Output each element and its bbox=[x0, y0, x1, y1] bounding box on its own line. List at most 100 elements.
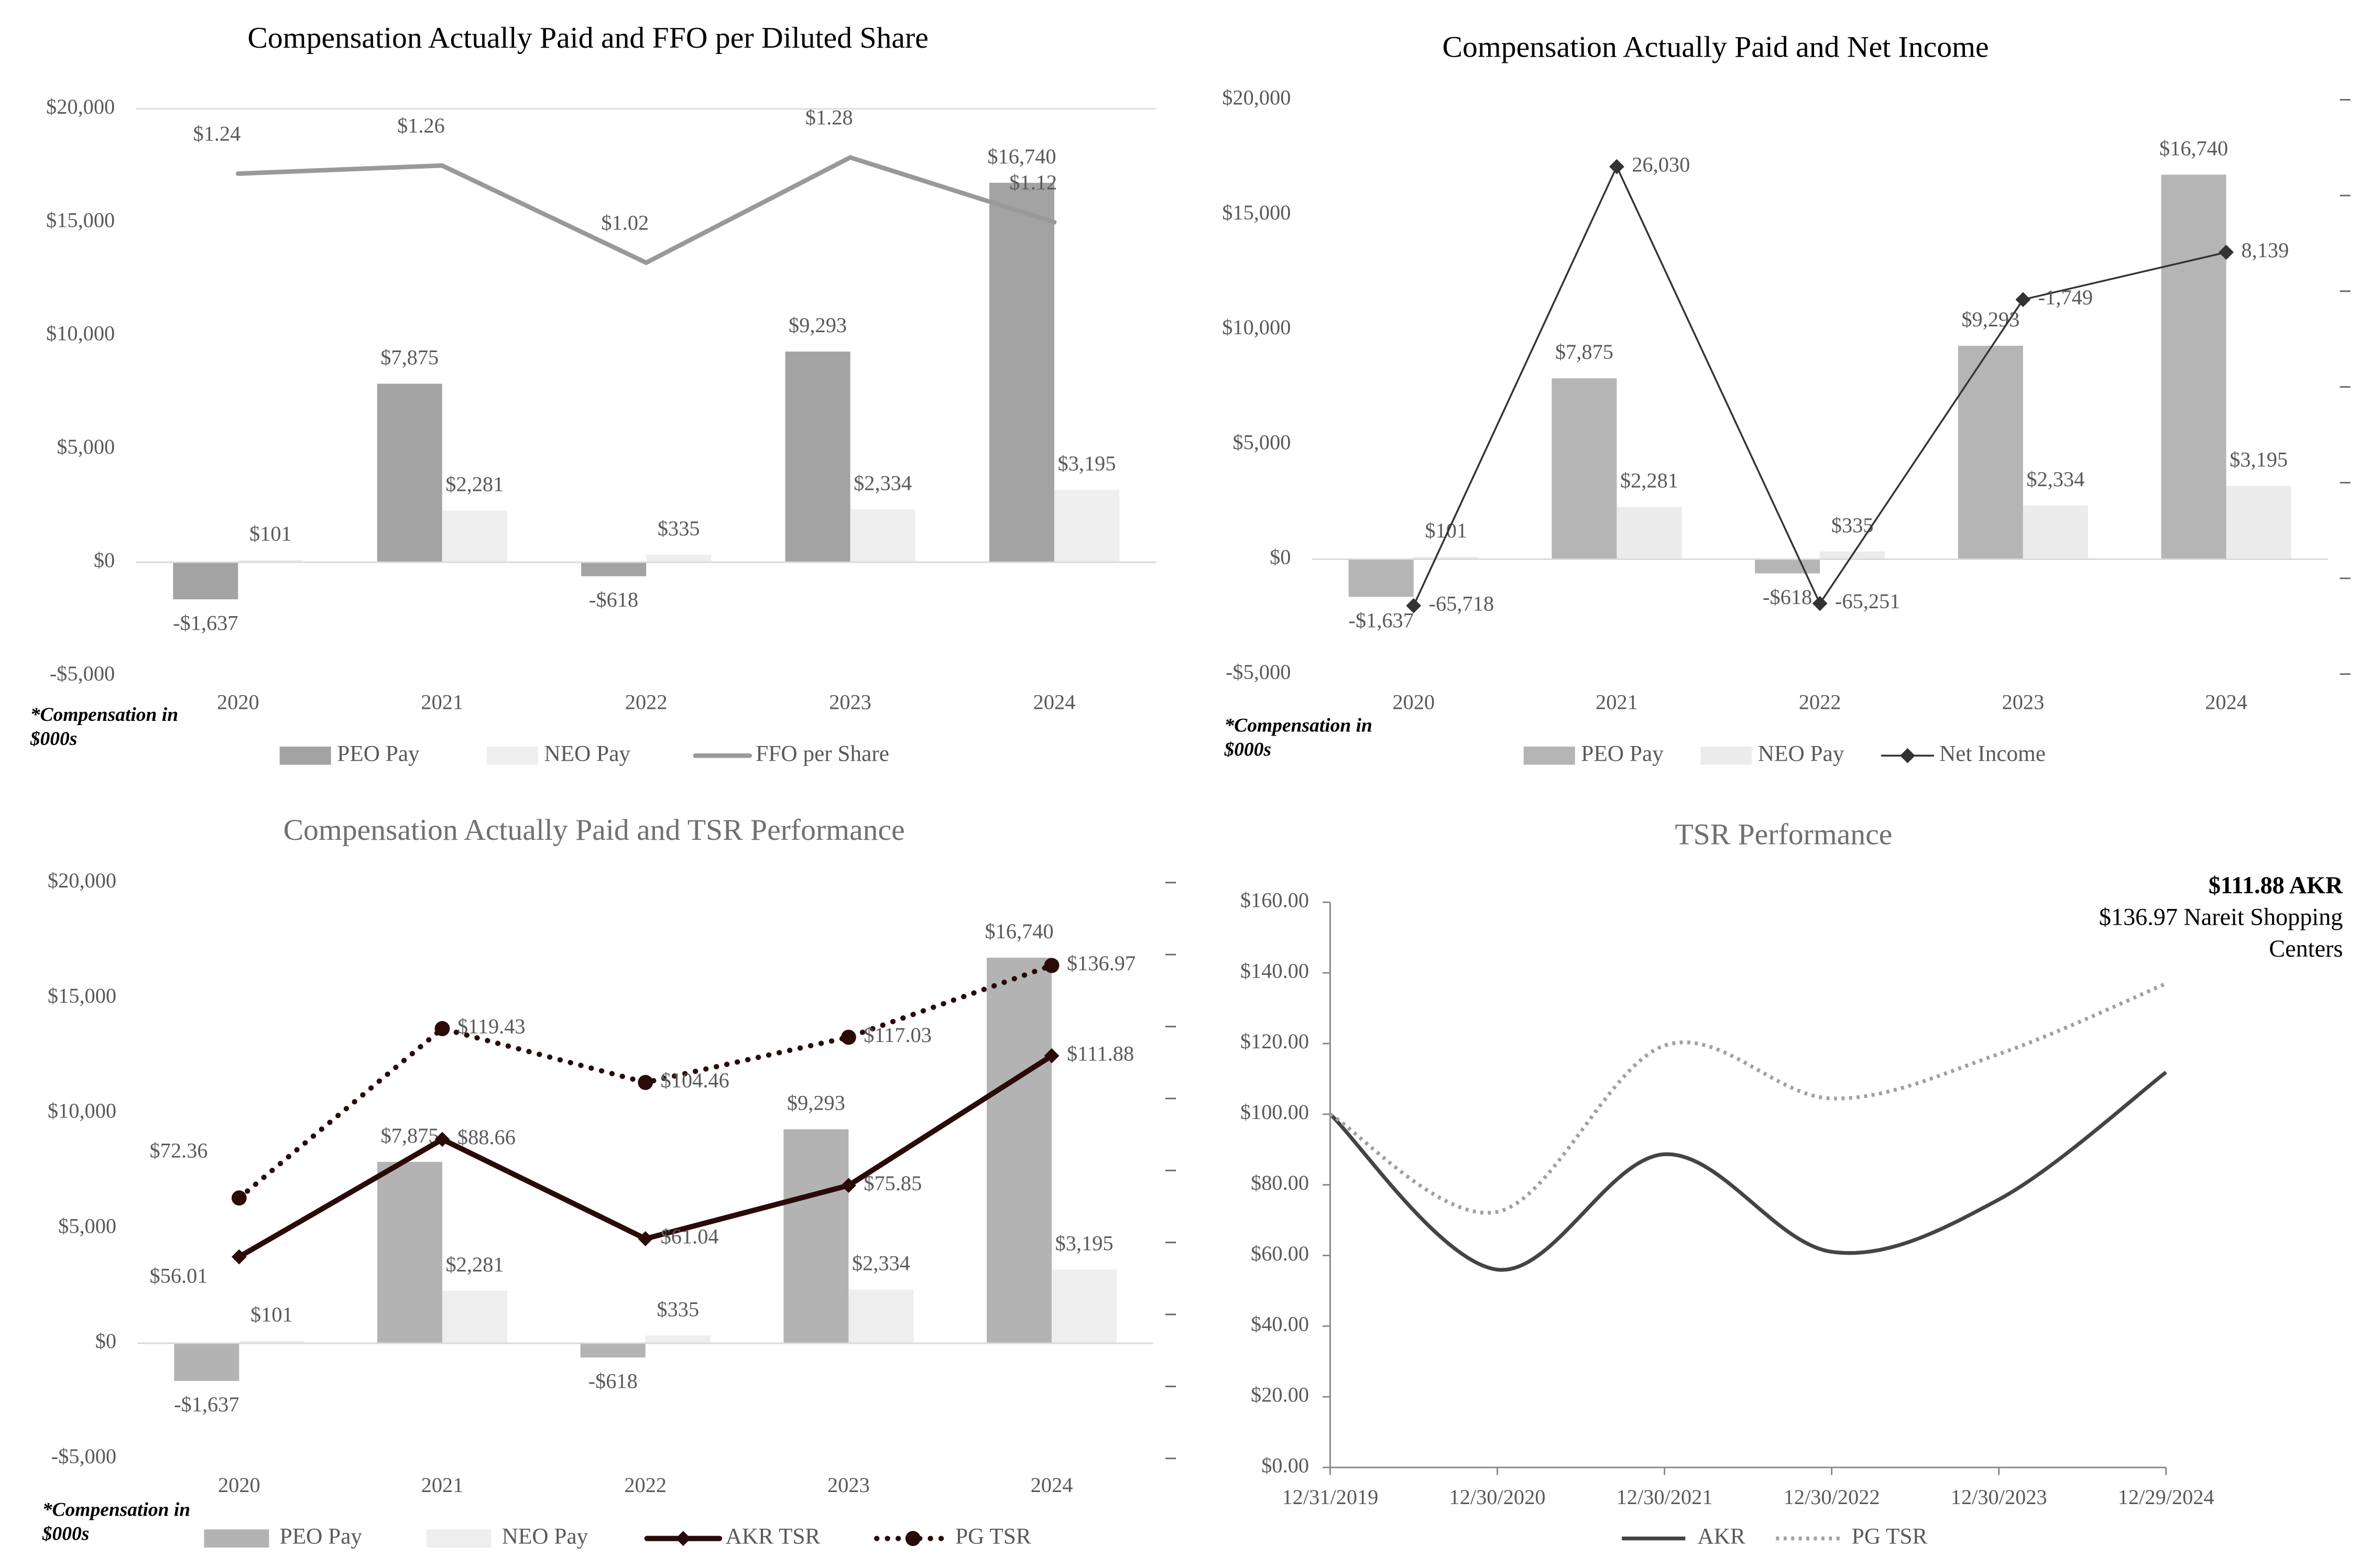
y-tick-label: $15,000 bbox=[48, 984, 116, 1007]
point-value-label: 8,139 bbox=[2241, 238, 2289, 262]
legend-label: NEO Pay bbox=[502, 1524, 588, 1549]
point-value-label: $61.04 bbox=[661, 1225, 719, 1248]
footnote-box: *Compensation in $000s bbox=[1224, 713, 1372, 761]
point-value-label: $117.03 bbox=[864, 1023, 932, 1047]
marker bbox=[675, 1531, 691, 1547]
marker bbox=[1044, 958, 1060, 973]
x-tick-label: 12/30/2020 bbox=[1449, 1485, 1546, 1509]
point-value-label: -65,718 bbox=[1429, 591, 1494, 615]
y-tick-label: $100.00 bbox=[1240, 1100, 1309, 1124]
y-tick-label: $20,000 bbox=[48, 869, 116, 892]
bar-value-label: -$1,637 bbox=[173, 611, 238, 634]
bar-value-label: $2,334 bbox=[2026, 467, 2084, 491]
y-tick-label: $5,000 bbox=[57, 435, 115, 458]
bar-value-label: $16,740 bbox=[987, 145, 1056, 168]
bar-value-label: $335 bbox=[658, 517, 700, 540]
bar-value-label: $9,293 bbox=[787, 1091, 845, 1115]
legend-label: NEO Pay bbox=[1758, 741, 1844, 766]
bar bbox=[1958, 345, 2023, 560]
footnote: *Compensation in $000s bbox=[1224, 713, 1372, 761]
marker bbox=[905, 1531, 921, 1547]
y-tick-label: $10,000 bbox=[48, 1099, 116, 1123]
point-value-label: $104.46 bbox=[661, 1068, 729, 1092]
legend-swatch bbox=[279, 747, 331, 765]
legend-label: AKR bbox=[1697, 1524, 1745, 1549]
x-tick-label: 2023 bbox=[2002, 690, 2044, 714]
footnote: *Compensation in $000s bbox=[42, 1497, 191, 1545]
x-tick-label: 12/30/2022 bbox=[1784, 1485, 1880, 1509]
bar bbox=[1755, 559, 1820, 574]
chart-title: Compensation Actually Paid and FFO per D… bbox=[247, 21, 928, 54]
point-value-label: $56.01 bbox=[149, 1264, 208, 1288]
y-tick-label: $140.00 bbox=[1240, 959, 1309, 982]
bar bbox=[1348, 559, 1414, 597]
line bbox=[1329, 1070, 2167, 1272]
legend-swatch bbox=[1700, 747, 1752, 765]
annotation-box: $111.88 AKR bbox=[2209, 873, 2343, 899]
bar bbox=[174, 1343, 239, 1381]
marker bbox=[841, 1029, 856, 1045]
point-value-label: $111.88 bbox=[1067, 1042, 1134, 1066]
annotation: $136.97 Nareit Shopping Centers bbox=[2099, 905, 2343, 963]
x-tick-label: 2024 bbox=[1033, 690, 1076, 714]
bar-value-label: $2,281 bbox=[445, 473, 504, 496]
y-tick-label: $15,000 bbox=[46, 208, 115, 232]
bar bbox=[1617, 507, 1682, 560]
bar bbox=[987, 958, 1052, 1343]
point-value-label: $72.36 bbox=[149, 1138, 208, 1162]
line bbox=[236, 155, 1057, 266]
y-tick-label: $10,000 bbox=[1222, 315, 1291, 339]
bar bbox=[783, 1129, 849, 1343]
y-tick-label: $120.00 bbox=[1240, 1029, 1309, 1053]
y-tick-label: $0 bbox=[94, 548, 115, 572]
marker bbox=[1812, 596, 1828, 611]
y-tick-label: $60.00 bbox=[1251, 1242, 1309, 1265]
bar-value-label: $16,740 bbox=[985, 919, 1053, 943]
y-tick-label: $20.00 bbox=[1251, 1383, 1309, 1406]
footnote: *Compensation in $000s bbox=[30, 703, 179, 750]
y-tick-label: -$5,000 bbox=[50, 662, 115, 685]
bar bbox=[377, 383, 442, 563]
x-tick-label: 2023 bbox=[829, 690, 871, 714]
y-tick-label: -$5,000 bbox=[1226, 660, 1291, 684]
x-tick-label: 2022 bbox=[624, 1473, 667, 1497]
y-tick-label: $20,000 bbox=[46, 95, 115, 118]
bar bbox=[785, 352, 850, 563]
legend-label: PEO Pay bbox=[1581, 741, 1664, 766]
y-tick-label: $15,000 bbox=[1222, 201, 1291, 224]
point-value-label: $1.24 bbox=[193, 122, 241, 146]
bar bbox=[238, 560, 303, 563]
y-tick-label: -$5,000 bbox=[51, 1444, 116, 1468]
bar bbox=[2023, 506, 2088, 560]
bar bbox=[850, 509, 915, 563]
y-tick-label: $0 bbox=[95, 1329, 116, 1353]
point-value-label: $136.97 bbox=[1067, 951, 1136, 975]
x-tick-label: 2020 bbox=[1392, 690, 1435, 714]
legend-label: FFO per Share bbox=[756, 741, 889, 766]
marker bbox=[231, 1190, 247, 1206]
marker bbox=[434, 1021, 450, 1036]
x-tick-label: 2023 bbox=[827, 1473, 870, 1497]
y-tick-label: $40.00 bbox=[1251, 1312, 1309, 1336]
bar-value-label: $16,740 bbox=[2159, 137, 2228, 160]
legend-label: PG TSR bbox=[955, 1524, 1031, 1549]
bar bbox=[377, 1161, 443, 1343]
bar bbox=[1552, 378, 1617, 560]
bar-value-label: -$618 bbox=[1763, 585, 1812, 609]
y-tick-label: $5,000 bbox=[58, 1214, 116, 1237]
legend-label: AKR TSR bbox=[726, 1524, 821, 1549]
y-tick-label: $0 bbox=[1270, 545, 1291, 569]
y-tick-label: $80.00 bbox=[1251, 1171, 1309, 1194]
marker bbox=[841, 1178, 856, 1193]
y-tick-label: $0.00 bbox=[1261, 1453, 1309, 1477]
bar bbox=[173, 562, 238, 600]
marker bbox=[1406, 598, 1422, 613]
x-tick-label: 2020 bbox=[218, 1473, 260, 1497]
marker bbox=[638, 1231, 653, 1246]
bar-value-label: $2,281 bbox=[446, 1253, 504, 1276]
legend-label: PEO Pay bbox=[337, 741, 420, 766]
x-tick-label: 2021 bbox=[421, 690, 463, 714]
line bbox=[1412, 164, 2228, 607]
